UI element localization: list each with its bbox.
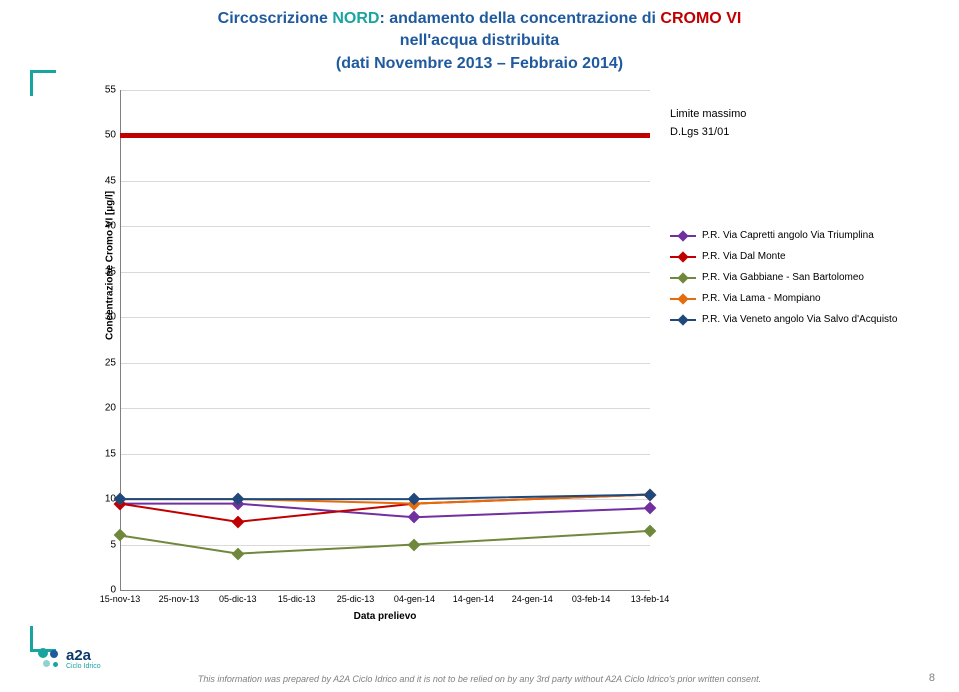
legend-swatch-icon	[670, 319, 696, 321]
page-number: 8	[929, 672, 935, 684]
data-marker	[644, 502, 657, 515]
logo-sub: Ciclo Idrico	[66, 663, 101, 670]
title-line-3: (dati Novembre 2013 – Febbraio 2014)	[40, 53, 919, 75]
y-tick-label: 10	[90, 494, 116, 505]
legend-label: P.R. Via Capretti angolo Via Triumplina	[702, 230, 874, 241]
x-tick-label: 04-gen-14	[394, 594, 435, 604]
legend-label: P.R. Via Lama - Mompiano	[702, 293, 821, 304]
gridline	[120, 454, 650, 455]
gridline	[120, 272, 650, 273]
legend-swatch-icon	[670, 235, 696, 237]
legend-item: P.R. Via Capretti angolo Via Triumplina	[670, 230, 897, 241]
series-line	[120, 90, 650, 590]
y-tick-label: 5	[90, 539, 116, 550]
legend-swatch-icon	[670, 256, 696, 258]
gridline	[120, 408, 650, 409]
data-marker	[231, 547, 244, 560]
x-tick-label: 15-dic-13	[278, 594, 316, 604]
legend-item: P.R. Via Gabbiane - San Bartolomeo	[670, 272, 897, 283]
legend-item: P.R. Via Dal Monte	[670, 251, 897, 262]
title-seg-3: : andamento della concentrazione di	[379, 10, 660, 27]
data-marker	[644, 525, 657, 538]
legend-item: P.R. Via Veneto angolo Via Salvo d'Acqui…	[670, 314, 897, 325]
y-tick-label: 35	[90, 266, 116, 277]
logo-icon	[36, 646, 62, 672]
data-marker	[408, 538, 421, 551]
data-marker	[408, 511, 421, 524]
x-tick-label: 24-gen-14	[512, 594, 553, 604]
y-tick-label: 30	[90, 312, 116, 323]
y-tick-label: 20	[90, 403, 116, 414]
gridline	[120, 181, 650, 182]
y-axis-line	[120, 90, 121, 590]
y-tick-label: 25	[90, 357, 116, 368]
gridline	[120, 90, 650, 91]
brand-logo: a2a Ciclo Idrico	[36, 646, 101, 672]
x-tick-label: 03-feb-14	[572, 594, 611, 604]
gridline	[120, 363, 650, 364]
x-tick-label: 15-nov-13	[100, 594, 141, 604]
title-seg-4: CROMO VI	[660, 10, 741, 27]
title-line-1: Circoscrizione NORD: andamento della con…	[40, 8, 919, 30]
legend-swatch-icon	[670, 277, 696, 279]
logo-text: a2a Ciclo Idrico	[66, 648, 101, 670]
gridline	[120, 226, 650, 227]
gridline	[120, 590, 650, 591]
gridline	[120, 545, 650, 546]
legend-label: P.R. Via Veneto angolo Via Salvo d'Acqui…	[702, 314, 897, 325]
legend: P.R. Via Capretti angolo Via Triumplina P…	[670, 220, 897, 335]
y-tick-label: 40	[90, 221, 116, 232]
y-tick-label: 50	[90, 130, 116, 141]
data-marker	[231, 515, 244, 528]
logo-brand: a2a	[66, 648, 101, 663]
gridline	[120, 499, 650, 500]
legend-label: P.R. Via Gabbiane - San Bartolomeo	[702, 272, 864, 283]
x-tick-label: 14-gen-14	[453, 594, 494, 604]
title-seg-2: NORD	[332, 10, 379, 27]
footer-disclaimer: This information was prepared by A2A Cic…	[0, 674, 959, 684]
limit-label-2: D.Lgs 31/01	[670, 126, 729, 138]
y-tick-label: 45	[90, 175, 116, 186]
plot-area: Concentrazione Cromo VI [µg/l] Data prel…	[120, 90, 650, 590]
legend-item: P.R. Via Lama - Mompiano	[670, 293, 897, 304]
x-tick-label: 05-dic-13	[219, 594, 257, 604]
x-tick-label: 25-dic-13	[337, 594, 375, 604]
gridline	[120, 317, 650, 318]
title-seg-1: Circoscrizione	[218, 10, 333, 27]
y-tick-label: 55	[90, 85, 116, 96]
series-line	[120, 90, 650, 590]
legend-swatch-icon	[670, 298, 696, 300]
series-line	[120, 90, 650, 590]
series-line	[120, 90, 650, 590]
x-tick-label: 13-feb-14	[631, 594, 670, 604]
limit-line	[120, 133, 650, 138]
x-tick-label: 25-nov-13	[159, 594, 200, 604]
title-line-2: nell'acqua distribuita	[40, 30, 919, 52]
decor-corner-tl	[30, 70, 56, 96]
legend-label: P.R. Via Dal Monte	[702, 251, 786, 262]
chart: Concentrazione Cromo VI [µg/l] Data prel…	[70, 90, 930, 630]
limit-label-1: Limite massimo	[670, 108, 746, 120]
y-tick-label: 15	[90, 448, 116, 459]
series-line	[120, 90, 650, 590]
x-axis-label: Data prelievo	[120, 611, 650, 622]
chart-title-block: Circoscrizione NORD: andamento della con…	[0, 0, 959, 79]
